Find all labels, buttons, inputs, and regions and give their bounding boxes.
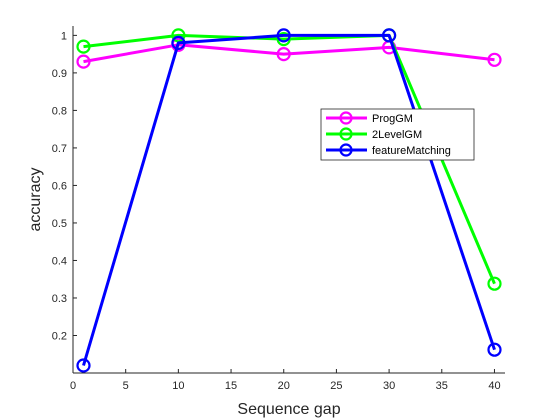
x-tick-label: 15: [225, 380, 237, 392]
x-tick-label: 5: [123, 380, 129, 392]
plot-area: [73, 26, 505, 373]
y-tick-label: 0.6: [52, 180, 67, 192]
x-tick-label: 20: [278, 380, 290, 392]
legend: ProgGM 2LevelGM featureMatching: [320, 108, 475, 161]
axes-layer: [72, 26, 505, 374]
data-point-2levelgm: [76, 39, 91, 54]
y-tick-label: 0.9: [52, 68, 67, 80]
data-point-proggm: [76, 54, 91, 69]
y-tick-label: 0.3: [52, 293, 67, 305]
data-point-2levelgm: [487, 276, 502, 291]
data-point-proggm: [487, 52, 502, 67]
data-point-proggm: [276, 46, 291, 62]
x-tick-label: 35: [436, 380, 448, 392]
x-tick-label: 30: [383, 380, 395, 392]
y-axis-label: accuracy: [27, 167, 44, 231]
y-tick-label: 0.5: [52, 218, 67, 230]
legend-marker-proggm: [339, 111, 353, 125]
series-line-proggm: [83, 43, 495, 64]
legend-label-proggm: ProgGM: [372, 113, 413, 125]
legend-marker-featurematching: [339, 143, 353, 157]
data-point-featurematching: [487, 342, 502, 357]
legend-marker-2levelgm: [339, 127, 353, 141]
legend-label-2levelgm: 2LevelGM: [372, 129, 422, 141]
y-tick-label: 1: [61, 30, 67, 42]
x-axis-label: Sequence gap: [237, 401, 340, 418]
data-point-featurematching: [171, 35, 186, 51]
x-tick-label: 0: [70, 380, 76, 392]
data-point-featurematching: [76, 358, 91, 373]
data-point-featurematching: [276, 28, 291, 43]
y-tick-label: 0.7: [52, 143, 67, 155]
y-tick-label: 0.8: [52, 105, 67, 117]
legend-label-featurematching: featureMatching: [372, 145, 451, 157]
y-tick-label: 0.2: [52, 330, 67, 342]
x-tick-label: 40: [488, 380, 500, 392]
x-tick-label: 25: [330, 380, 342, 392]
data-point-featurematching: [382, 28, 397, 43]
ticks-layer: 0 5 10 15 20 25 30 35 40 0.2 0.3 0.4 0.5 0.6 0.7 0.8 0.9…: [52, 30, 501, 392]
y-tick-label: 0.4: [52, 255, 67, 267]
x-tick-label: 10: [172, 380, 184, 392]
